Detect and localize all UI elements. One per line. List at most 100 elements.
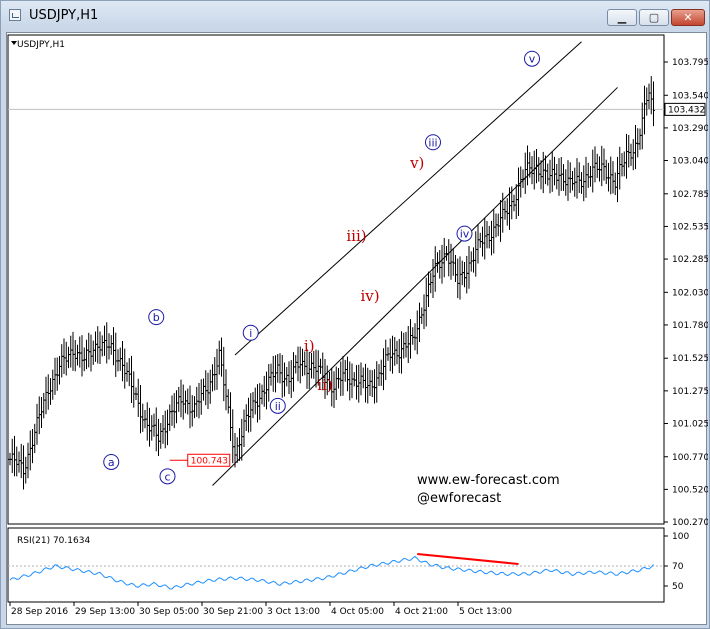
price-bar [87, 332, 91, 368]
price-bar [400, 331, 403, 374]
price-bar [409, 319, 412, 359]
price-bar [505, 198, 509, 226]
price-bar [256, 384, 259, 423]
time-tick-label: 3 Oct 13:00 [267, 607, 320, 617]
price-bar [458, 256, 462, 300]
wave-label-red: v) [409, 154, 424, 172]
wave-label-red: iii) [346, 227, 366, 245]
price-bar [334, 366, 338, 401]
channel-lower-line [212, 87, 618, 486]
price-bar [512, 194, 516, 212]
wave-label-text: i [249, 327, 252, 340]
price-bar [278, 353, 282, 384]
price-bar [582, 165, 586, 202]
chart-area[interactable]: 103.795 103.540 103.290 103.040 102.785 102.5… [6, 32, 708, 626]
price-bar [28, 430, 32, 471]
price-bar [591, 149, 595, 193]
price-bar [231, 409, 235, 464]
price-tick-label: 101.780 [672, 321, 708, 331]
price-bar [109, 335, 113, 355]
price-bar [197, 383, 201, 419]
price-bar [373, 369, 376, 404]
level-marker-label: 100.743 [191, 456, 228, 466]
price-bar [186, 388, 190, 415]
price-bar [562, 164, 565, 191]
price-chart-svg[interactable]: 103.795 103.540 103.290 103.040 102.785 102.5… [7, 33, 708, 626]
price-bar [161, 415, 165, 444]
price-bar [496, 213, 500, 237]
price-bar [262, 375, 266, 407]
price-bar [413, 323, 417, 351]
price-bar [100, 335, 104, 357]
price-bar [199, 379, 203, 415]
price-bar [184, 390, 187, 414]
price-bar [571, 170, 574, 191]
price-bar [580, 172, 583, 194]
price-bar [91, 340, 95, 365]
price-bar [609, 156, 613, 195]
price-bar [89, 334, 93, 372]
price-bar [154, 407, 158, 452]
time-tick-label: 4 Oct 21:00 [395, 607, 448, 617]
minimize-button[interactable]: ▁ [607, 9, 637, 26]
price-bar [361, 367, 365, 389]
close-button[interactable]: ✕ [671, 9, 705, 26]
rsi-panel: 100 70 50 [8, 532, 689, 592]
maximize-button[interactable]: ▢ [639, 9, 669, 26]
level-marker-box [187, 453, 231, 467]
price-bar [94, 331, 97, 362]
price-bar [67, 346, 70, 369]
current-price-box [664, 102, 706, 116]
price-bar [240, 418, 244, 461]
price-bar [17, 451, 21, 473]
chart-frames [7, 34, 665, 603]
price-bar [604, 159, 608, 185]
title-bar[interactable]: USDJPY,H1 ▁ ▢ ✕ [1, 1, 709, 31]
price-bar [69, 335, 73, 368]
wave-label-text: iv [460, 228, 470, 241]
wave-label-text: b [153, 311, 160, 324]
price-bar [645, 87, 649, 116]
price-bar [548, 159, 552, 194]
price-bar [112, 327, 115, 366]
price-bar [242, 409, 246, 448]
price-bar [271, 355, 275, 392]
price-bar [643, 85, 646, 135]
price-bar [157, 418, 160, 456]
price-bar [357, 364, 361, 403]
price-bar [98, 331, 102, 365]
price-bar [244, 404, 248, 432]
price-bar [537, 157, 541, 182]
price-bar [467, 245, 471, 289]
price-bar [379, 359, 383, 386]
price-tick-label: 100.770 [672, 453, 708, 463]
price-bar [139, 385, 142, 434]
time-tick-label: 4 Oct 05:00 [331, 607, 384, 617]
wave-circle [148, 309, 165, 326]
price-bar [397, 338, 401, 373]
price-bar [454, 254, 457, 283]
price-bar [539, 160, 543, 190]
price-bar [523, 152, 527, 195]
price-bar [600, 145, 604, 187]
price-bar [303, 351, 307, 376]
price-bar [514, 184, 518, 220]
price-bar [553, 156, 556, 186]
price-bar [607, 162, 610, 192]
price-bar [305, 349, 309, 389]
price-tick-label: 103.795 [672, 58, 708, 68]
rsi-tick-label: 70 [672, 562, 684, 572]
price-bar [575, 158, 579, 199]
price-bar [31, 428, 34, 464]
price-bar [490, 220, 493, 256]
price-bar [310, 352, 313, 379]
price-bar [55, 357, 59, 391]
price-bar [395, 340, 399, 365]
price-bar [307, 351, 311, 390]
price-bar [647, 83, 651, 110]
price-bar [60, 344, 64, 378]
price-bar [319, 358, 322, 374]
price-bar [348, 361, 352, 401]
price-bar [168, 404, 172, 431]
